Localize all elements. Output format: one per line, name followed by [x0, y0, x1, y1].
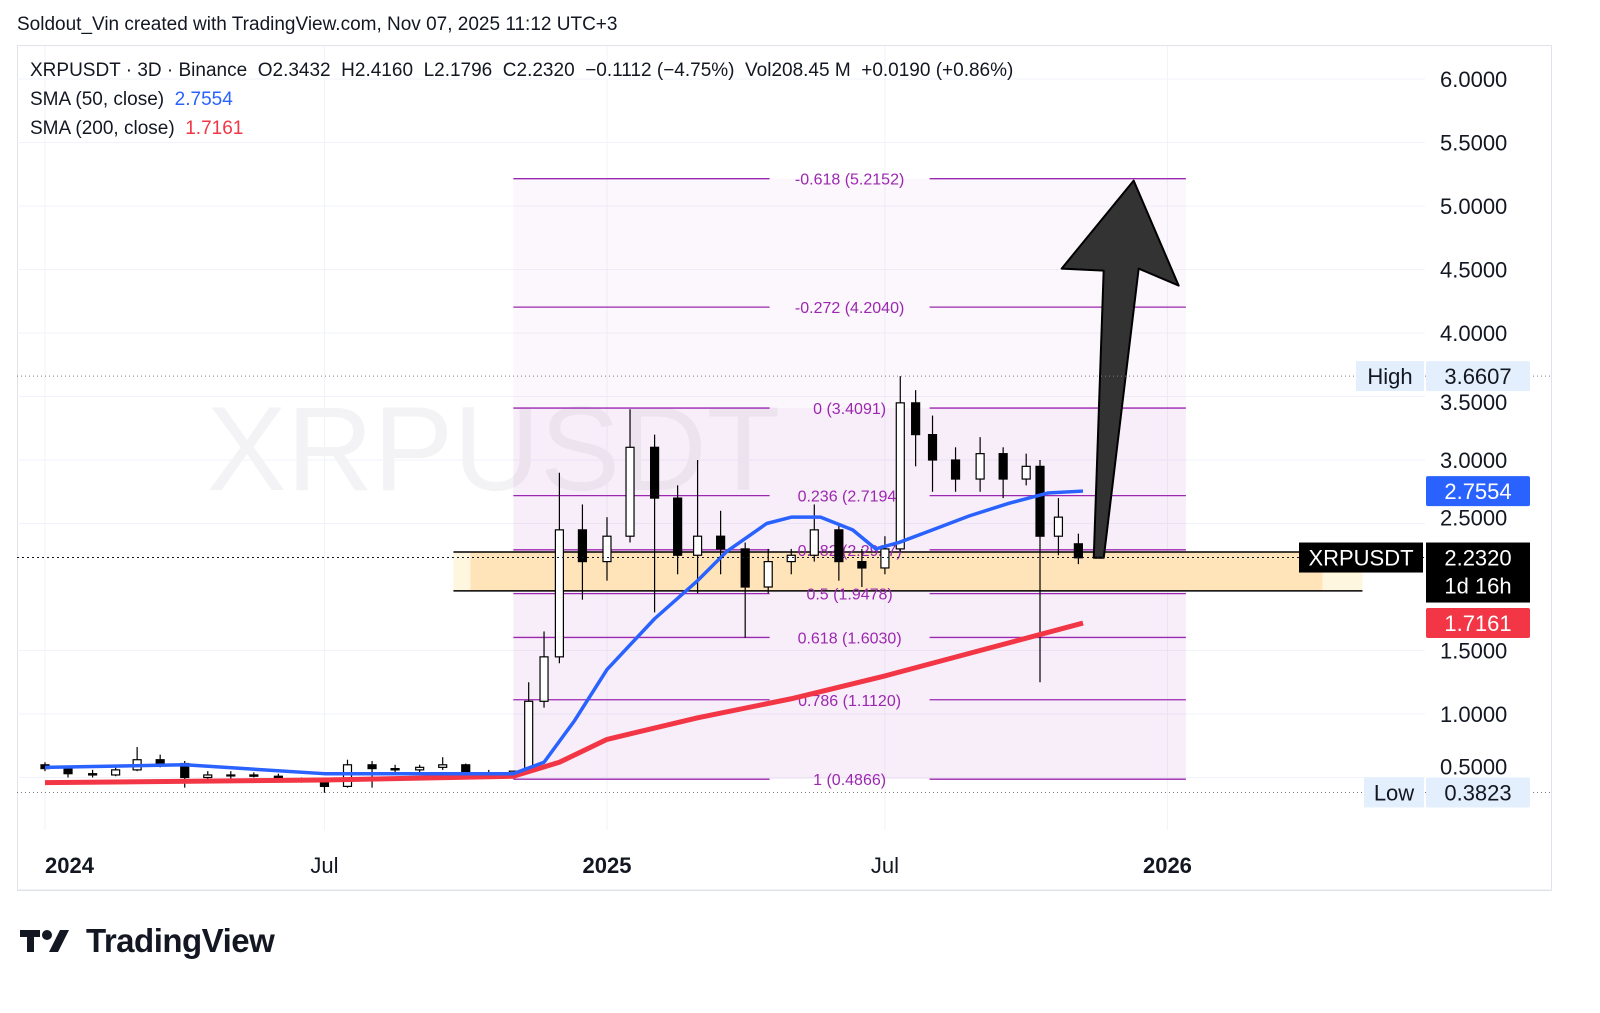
- fib-level-label: -0.618 (5.2152): [795, 172, 904, 189]
- x-axis-tick: 2025: [583, 853, 632, 878]
- candle-body: [249, 774, 259, 777]
- candle-body: [226, 774, 236, 777]
- candle-body: [911, 402, 921, 436]
- candle-body: [367, 764, 377, 770]
- candle-body: [88, 773, 98, 776]
- tradingview-logo-icon: [20, 930, 69, 952]
- candle-body: [1053, 516, 1064, 537]
- fib-level-label: 0 (3.4091): [813, 401, 886, 418]
- candle-body: [716, 535, 726, 550]
- candle-body: [577, 529, 588, 563]
- low-value: 0.3823: [1444, 780, 1511, 805]
- y-axis-tick: 6.0000: [1440, 67, 1507, 92]
- tradingview-logo-text: TradingView: [86, 922, 275, 959]
- candle-body: [438, 764, 448, 768]
- sma50-tag: 2.7554: [1444, 479, 1511, 504]
- candle-body: [203, 774, 213, 779]
- low-label-bg: [1364, 777, 1424, 808]
- fib-level-label: 0.5 (1.9478): [806, 587, 892, 604]
- fib-level-label: 0.618 (1.6030): [798, 630, 902, 647]
- candle-body: [415, 766, 425, 771]
- low-label: Low: [1374, 780, 1414, 805]
- candle-body: [625, 446, 635, 537]
- y-axis-tick: 1.5000: [1440, 639, 1507, 664]
- candle-body: [649, 446, 660, 499]
- high-value: 3.6607: [1444, 364, 1511, 389]
- sma200-label: SMA (200, close): [30, 118, 175, 139]
- high-label: High: [1367, 364, 1412, 389]
- y-axis-tick: 5.5000: [1440, 131, 1507, 156]
- candle-body: [1073, 543, 1083, 559]
- tradingview-logo[interactable]: TradingView: [20, 922, 275, 960]
- watermark: XRPUSDT: [207, 382, 780, 516]
- candle-body: [975, 453, 985, 480]
- low-value-bg: [1426, 777, 1530, 808]
- candle-body: [602, 535, 612, 563]
- x-axis-tick: 2026: [1143, 853, 1192, 878]
- high-label-bg: [1356, 361, 1424, 392]
- fib-level-label: -0.272 (4.2040): [795, 300, 904, 317]
- candle-body: [895, 402, 905, 550]
- fib-level-label: 1 (0.4866): [813, 772, 886, 789]
- candle-body: [63, 768, 73, 775]
- sma200-tag: 1.7161: [1444, 611, 1511, 636]
- y-axis-tick: 3.5000: [1440, 390, 1507, 415]
- candle-body: [786, 554, 796, 563]
- candle-body: [763, 560, 773, 588]
- candle-body: [809, 529, 819, 556]
- candle-body: [155, 759, 165, 765]
- x-axis-tick: Jul: [871, 853, 899, 878]
- fib-level-label: 0.786 (1.1120): [798, 693, 901, 710]
- price-tag-bg: [1426, 542, 1530, 603]
- candle-body: [342, 764, 353, 787]
- candle-body: [554, 529, 564, 658]
- candle-body: [111, 769, 121, 776]
- sma50-tag-bg: [1426, 476, 1530, 507]
- x-axis-tick: 2024: [45, 853, 95, 878]
- candle-body: [539, 656, 549, 702]
- candle-body: [950, 459, 961, 480]
- candle-body: [998, 453, 1008, 480]
- sma200-value: 1.7161: [185, 118, 244, 139]
- high-value-bg: [1426, 361, 1530, 392]
- candle-body: [692, 535, 703, 556]
- candle-body: [673, 497, 683, 556]
- candle-body: [834, 529, 844, 563]
- candle-body: [1035, 465, 1045, 537]
- y-axis-tick: 5.0000: [1440, 194, 1507, 219]
- sma50-line: [44, 489, 1084, 776]
- sma200-tag-bg: [1426, 608, 1530, 639]
- upward-arrow: [1060, 179, 1180, 559]
- price-tag: 2.2320: [1444, 546, 1511, 571]
- fib-level-label: 0.236 (2.7194): [798, 489, 902, 506]
- price-symbol-tag: XRPUSDT: [1308, 546, 1413, 571]
- candle-body: [1021, 465, 1031, 480]
- y-axis-tick: 0.5000: [1440, 754, 1507, 779]
- sma50-value: 2.7554: [174, 89, 233, 110]
- candle-body: [927, 434, 938, 461]
- support-zone: [470, 551, 1323, 591]
- symbol-legend: XRPUSDT · 3D · Binance O2.3432 H2.4160 L…: [30, 60, 1014, 81]
- candle-body: [740, 548, 750, 588]
- bar-countdown: 1d 16h: [1444, 574, 1511, 599]
- chart-credit: Soldout_Vin created with TradingView.com…: [17, 14, 618, 35]
- y-axis-tick: 4.0000: [1440, 321, 1507, 346]
- candle-body: [390, 768, 400, 771]
- y-axis-tick: 1.0000: [1440, 702, 1507, 727]
- y-axis-tick: 3.0000: [1440, 448, 1507, 473]
- sma200-legend: SMA (200, close) 1.7161: [30, 118, 243, 140]
- y-axis-tick: 2.5000: [1440, 506, 1507, 531]
- candle-body: [880, 548, 890, 569]
- candle-body: [857, 560, 867, 569]
- sma50-label: SMA (50, close): [30, 89, 165, 110]
- fib-band: [513, 178, 1186, 409]
- sma50-legend: SMA (50, close) 2.7554: [30, 89, 233, 111]
- candle-body: [524, 700, 534, 772]
- y-axis-tick: 4.5000: [1440, 258, 1507, 283]
- price-symbol-bg: [1299, 542, 1423, 573]
- x-axis-tick: Jul: [310, 853, 338, 878]
- sma200-line: [44, 620, 1084, 786]
